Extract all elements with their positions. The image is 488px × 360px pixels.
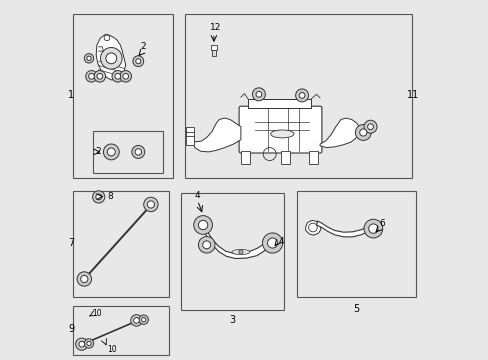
Text: 4: 4 xyxy=(194,191,200,200)
Circle shape xyxy=(136,59,141,64)
Text: 5: 5 xyxy=(352,304,359,314)
Bar xyxy=(280,151,289,164)
Bar xyxy=(93,131,163,173)
Bar xyxy=(73,191,168,297)
Circle shape xyxy=(198,237,215,253)
FancyBboxPatch shape xyxy=(239,106,321,153)
Circle shape xyxy=(198,220,207,230)
Bar xyxy=(185,130,193,136)
Circle shape xyxy=(256,91,261,97)
Circle shape xyxy=(135,149,141,155)
Text: 2: 2 xyxy=(95,148,101,156)
Circle shape xyxy=(87,341,91,346)
Circle shape xyxy=(193,216,212,234)
Circle shape xyxy=(141,318,145,322)
Bar xyxy=(185,134,193,145)
Circle shape xyxy=(130,315,142,326)
Bar xyxy=(73,14,172,178)
Circle shape xyxy=(203,241,210,249)
Circle shape xyxy=(101,48,122,69)
Circle shape xyxy=(94,71,105,82)
Polygon shape xyxy=(305,220,320,235)
Text: 10: 10 xyxy=(107,345,116,354)
Circle shape xyxy=(107,148,115,156)
Bar xyxy=(296,191,415,297)
Circle shape xyxy=(106,53,117,64)
Circle shape xyxy=(81,275,88,283)
Circle shape xyxy=(267,238,277,248)
Bar xyxy=(212,50,216,56)
Bar xyxy=(185,127,193,132)
Circle shape xyxy=(133,56,143,67)
Polygon shape xyxy=(203,225,272,258)
Circle shape xyxy=(77,272,91,286)
Bar xyxy=(185,14,411,178)
Text: 3: 3 xyxy=(228,315,234,325)
Circle shape xyxy=(368,224,377,233)
Circle shape xyxy=(79,341,84,347)
Circle shape xyxy=(132,145,144,158)
Bar xyxy=(181,193,284,310)
Polygon shape xyxy=(192,118,241,152)
Circle shape xyxy=(84,54,94,63)
Text: 8: 8 xyxy=(107,192,113,201)
Ellipse shape xyxy=(231,249,249,255)
Circle shape xyxy=(103,144,119,160)
Circle shape xyxy=(295,89,308,102)
Text: 2: 2 xyxy=(140,42,145,51)
Polygon shape xyxy=(320,118,359,148)
Circle shape xyxy=(359,129,366,136)
Circle shape xyxy=(363,219,382,238)
Circle shape xyxy=(88,73,94,79)
Circle shape xyxy=(84,339,94,348)
Circle shape xyxy=(115,73,121,79)
Ellipse shape xyxy=(270,130,293,138)
Circle shape xyxy=(87,56,91,60)
Bar xyxy=(247,99,310,108)
Text: 6: 6 xyxy=(378,219,384,228)
Circle shape xyxy=(96,194,102,200)
Circle shape xyxy=(238,250,243,254)
Circle shape xyxy=(367,124,373,130)
Circle shape xyxy=(262,233,282,253)
Text: 9: 9 xyxy=(68,324,74,334)
Text: 1: 1 xyxy=(68,90,74,100)
Polygon shape xyxy=(316,221,371,237)
Circle shape xyxy=(139,315,148,324)
Bar xyxy=(241,151,249,164)
Polygon shape xyxy=(96,34,125,80)
Text: 4: 4 xyxy=(278,237,284,246)
Circle shape xyxy=(76,338,88,350)
Circle shape xyxy=(92,191,104,203)
Circle shape xyxy=(299,93,305,98)
Circle shape xyxy=(133,318,139,323)
Text: 7: 7 xyxy=(68,238,74,248)
Circle shape xyxy=(120,71,131,82)
Circle shape xyxy=(355,125,370,140)
Circle shape xyxy=(97,73,102,79)
Bar xyxy=(73,306,168,355)
Text: 12: 12 xyxy=(210,23,221,32)
Circle shape xyxy=(122,73,128,79)
Circle shape xyxy=(112,71,123,82)
Bar xyxy=(309,151,318,164)
Circle shape xyxy=(143,197,158,212)
Circle shape xyxy=(252,88,265,101)
Circle shape xyxy=(308,223,317,232)
Text: 10: 10 xyxy=(92,309,102,318)
Circle shape xyxy=(85,71,97,82)
Text: 11: 11 xyxy=(406,90,418,100)
Circle shape xyxy=(147,201,154,208)
Bar xyxy=(211,45,217,50)
Circle shape xyxy=(363,120,376,133)
